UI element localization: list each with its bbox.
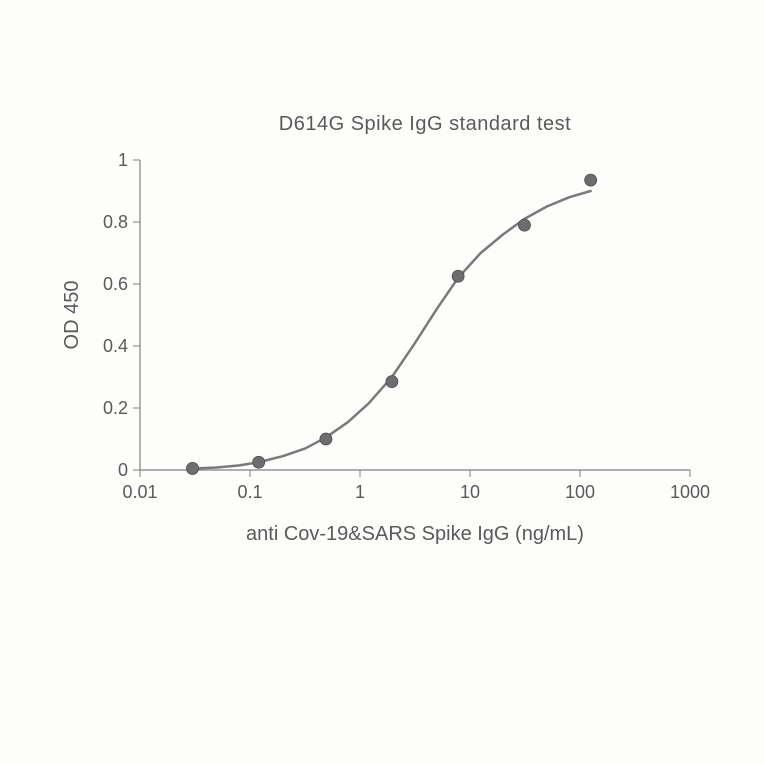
- x-tick-label: 1: [355, 482, 365, 502]
- data-point: [585, 174, 597, 186]
- x-tick-label: 0.01: [122, 482, 157, 502]
- y-tick-label: 0: [118, 460, 128, 480]
- data-point: [186, 462, 198, 474]
- y-tick-label: 0.8: [103, 212, 128, 232]
- chart-container: D614G Spike IgG standard test 0 0.2 0.4 0.6 0…: [50, 100, 714, 620]
- x-tick-label: 1000: [670, 482, 710, 502]
- data-point: [386, 376, 398, 388]
- data-point: [253, 456, 265, 468]
- y-tick-label: 0.2: [103, 398, 128, 418]
- y-tick-label: 1: [118, 150, 128, 170]
- y-axis-label: OD 450: [61, 281, 83, 350]
- x-tick-label: 0.1: [237, 482, 262, 502]
- chart-title: D614G Spike IgG standard test: [279, 113, 571, 135]
- data-point: [518, 219, 530, 231]
- chart-svg: D614G Spike IgG standard test 0 0.2 0.4 0.6 0…: [50, 100, 714, 620]
- x-axis-label: anti Cov-19&SARS Spike IgG (ng/mL): [246, 523, 584, 545]
- data-point: [320, 433, 332, 445]
- x-tick-label: 100: [565, 482, 595, 502]
- y-tick-label: 0.6: [103, 274, 128, 294]
- y-tick-label: 0.4: [103, 336, 128, 356]
- fit-curve: [192, 191, 590, 468]
- x-tick-label: 10: [460, 482, 480, 502]
- data-point: [452, 270, 464, 282]
